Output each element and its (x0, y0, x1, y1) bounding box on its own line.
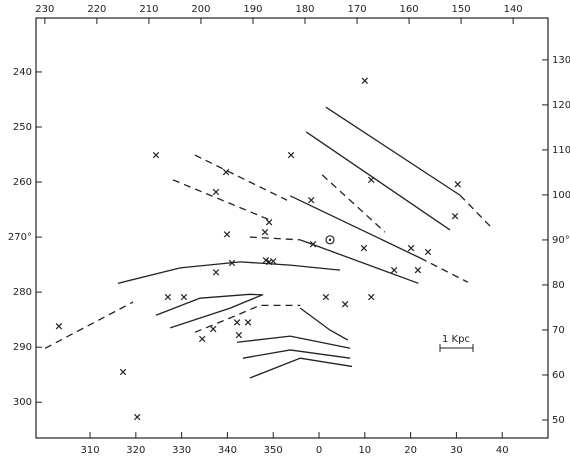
marker (322, 293, 330, 301)
marker (133, 413, 141, 421)
marker (164, 293, 172, 301)
y-tick-label: 270° (8, 232, 32, 243)
x-tick-label: 350 (264, 445, 283, 456)
marker (199, 335, 206, 343)
marker (152, 151, 160, 159)
y2-tick-label: 90° (552, 235, 570, 246)
marker (235, 331, 243, 339)
scale-label: 1 Kpc (442, 334, 470, 345)
x2-tick-label: 140 (504, 4, 523, 15)
x2-tick-label: 190 (243, 4, 262, 15)
marker (451, 212, 459, 220)
y2-tick-label: 130 (552, 55, 570, 66)
y2-tick-label: 100 (552, 190, 570, 201)
marker (390, 266, 398, 274)
marker (180, 293, 188, 301)
arm-curve (194, 304, 301, 333)
arm-curve (305, 131, 451, 231)
x2-tick-label: 160 (400, 4, 419, 15)
y2-tick-label: 110 (552, 145, 570, 156)
x2-tick-label: 200 (191, 4, 210, 15)
marker (261, 228, 269, 236)
marker (424, 248, 432, 256)
marker (368, 293, 375, 301)
x-tick-label: 30 (450, 445, 463, 456)
arm-curve (44, 301, 134, 349)
x2-tick-label: 210 (139, 4, 158, 15)
marker (244, 319, 252, 326)
arm-curve (299, 307, 349, 341)
sun-marker (325, 235, 335, 245)
arm-curve (321, 174, 386, 233)
y2-tick-label: 70 (552, 325, 565, 336)
arm-curve (117, 261, 341, 284)
arm-curve (300, 239, 419, 284)
arm-curve (419, 257, 469, 283)
y-tick-label: 300 (13, 397, 32, 408)
marker (212, 188, 220, 196)
x-tick-label: 340 (218, 445, 237, 456)
plot-frame (35, 17, 549, 439)
x2-tick-label: 230 (35, 4, 54, 15)
x-tick-label: 10 (358, 445, 371, 456)
y2-tick-label: 120 (552, 100, 570, 111)
y2-tick-label: 60 (552, 370, 565, 381)
marker (454, 181, 462, 188)
marker (269, 258, 277, 265)
y2-tick-label: 50 (552, 415, 565, 426)
marker (368, 176, 375, 184)
marker (341, 301, 349, 308)
marker (212, 269, 220, 276)
marker (233, 319, 241, 326)
arm-curve (289, 195, 421, 259)
marker (262, 256, 270, 264)
marker (308, 196, 315, 204)
y-tick-label: 290 (13, 342, 32, 353)
arm-curve (236, 335, 351, 349)
marker (222, 168, 230, 176)
x-tick-label: 40 (496, 445, 509, 456)
x2-tick-label: 150 (452, 4, 471, 15)
x-tick-label: 20 (404, 445, 417, 456)
scale-bar (439, 344, 474, 352)
arm-curve (194, 154, 288, 201)
x-tick-label: 310 (80, 445, 99, 456)
marker (407, 244, 415, 252)
marker (265, 218, 273, 226)
marker (228, 259, 236, 267)
arm-curve (155, 293, 264, 316)
y2-tick-label: 80 (552, 280, 565, 291)
y-tick-label: 260 (13, 177, 32, 188)
x-tick-label: 320 (126, 445, 145, 456)
marker (223, 231, 231, 238)
y-tick-label: 250 (13, 122, 32, 133)
marker (55, 323, 63, 330)
arm-curve (249, 357, 353, 379)
x2-tick-label: 180 (295, 4, 314, 15)
x2-tick-label: 220 (87, 4, 106, 15)
marker (210, 325, 217, 333)
y-tick-label: 240 (13, 67, 32, 78)
arm-curve (242, 349, 351, 359)
marker (119, 368, 127, 376)
x2-tick-label: 170 (347, 4, 366, 15)
arm-curve (459, 194, 493, 229)
sun-dot (328, 238, 332, 242)
marker (309, 241, 317, 248)
marker (360, 244, 368, 252)
marker (361, 77, 369, 84)
arm-curve (172, 179, 271, 221)
y-tick-label: 280 (13, 287, 32, 298)
x-tick-label: 330 (172, 445, 191, 456)
marker (287, 151, 295, 159)
x-tick-label: 0 (316, 445, 322, 456)
marker (414, 266, 422, 274)
arm-curve (325, 106, 461, 196)
arm-curve (249, 236, 301, 241)
arm-curve (169, 294, 263, 329)
